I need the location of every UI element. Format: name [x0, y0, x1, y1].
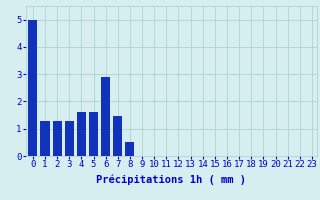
Bar: [65, 121, 74, 156]
X-axis label: Précipitations 1h ( mm ): Précipitations 1h ( mm ): [96, 175, 246, 185]
Bar: [113, 116, 122, 156]
Bar: [101, 77, 110, 156]
Bar: [125, 142, 134, 156]
Bar: [77, 112, 86, 156]
Bar: [52, 121, 62, 156]
Bar: [28, 20, 37, 156]
Bar: [40, 121, 50, 156]
Bar: [89, 112, 98, 156]
